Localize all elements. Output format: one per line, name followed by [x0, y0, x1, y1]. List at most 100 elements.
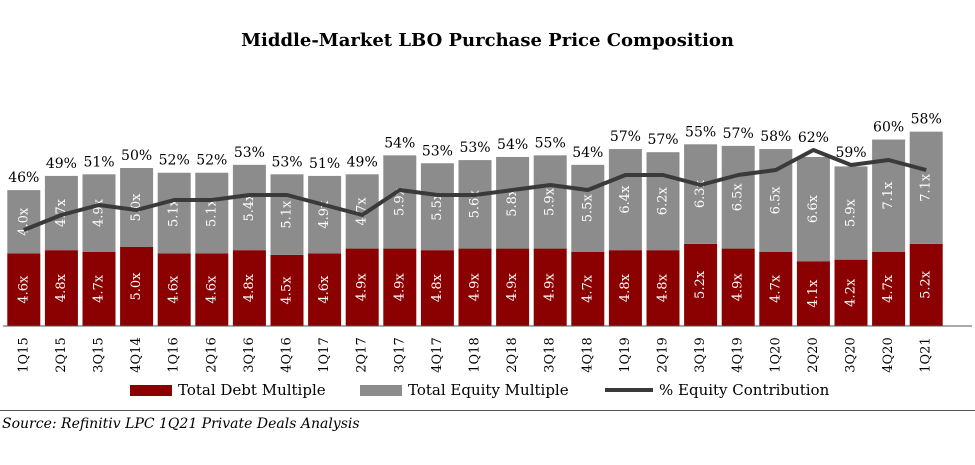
label-debt-2Q17: 4.9x: [355, 273, 370, 302]
label-equity-pct-4Q18: 54%: [572, 145, 603, 161]
bar-equity-1Q19: [608, 149, 642, 251]
label-debt-3Q15: 4.7x: [92, 274, 107, 303]
x-tick-1Q15: 1Q15: [16, 337, 31, 372]
equity-contribution-line: [23, 148, 927, 232]
x-tick-2Q17: 2Q17: [355, 337, 370, 372]
label-debt-3Q19: 5.2x: [693, 270, 708, 299]
bar-debt-1Q20: [759, 251, 793, 326]
label-debt-3Q18: 4.9x: [543, 273, 558, 302]
label-equity-pct-4Q20: 60%: [873, 120, 904, 136]
legend-swatch-debt: [130, 384, 172, 396]
bar-debt-4Q17: [420, 250, 454, 326]
bar-debt-2Q17: [345, 248, 379, 326]
x-tick-1Q17: 1Q17: [317, 337, 332, 372]
bar-equity-3Q19: [684, 144, 718, 244]
bar-debt-3Q19: [684, 243, 718, 326]
bar-equity-3Q15: [82, 174, 116, 252]
bar-debt-1Q15: [7, 253, 41, 326]
bar-debt-4Q14: [120, 247, 154, 326]
x-tick-3Q17: 3Q17: [392, 337, 407, 372]
label-equity-1Q15: 4.0x: [16, 207, 31, 236]
label-equity-pct-4Q17: 53%: [422, 143, 453, 159]
x-tick-1Q19: 1Q19: [618, 337, 633, 372]
label-equity-pct-2Q17: 49%: [347, 154, 378, 170]
x-tick-2Q16: 2Q16: [204, 337, 219, 372]
x-tick-1Q18: 1Q18: [468, 337, 483, 372]
x-tick-1Q20: 1Q20: [768, 337, 783, 372]
label-debt-4Q18: 4.7x: [580, 274, 595, 303]
bar-debt-1Q21: [909, 243, 943, 326]
label-debt-3Q20: 4.2x: [844, 278, 859, 307]
x-tick-3Q19: 3Q19: [693, 337, 708, 372]
bar-debt-2Q16: [195, 253, 229, 326]
legend-item-equity: Total Equity Multiple: [360, 381, 569, 399]
label-debt-3Q17: 4.9x: [392, 273, 407, 302]
label-equity-pct-1Q18: 53%: [459, 140, 490, 156]
bar-debt-2Q18: [496, 248, 530, 326]
x-tick-4Q19: 4Q19: [731, 337, 746, 372]
label-equity-pct-3Q20: 59%: [835, 145, 866, 161]
label-equity-2Q18: 5.8x: [505, 188, 520, 217]
label-equity-3Q18: 5.9x: [543, 187, 558, 216]
label-debt-4Q17: 4.8x: [430, 273, 445, 302]
x-tick-2Q15: 2Q15: [54, 337, 69, 372]
x-tick-4Q17: 4Q17: [430, 337, 445, 372]
label-equity-1Q16: 5.1x: [167, 198, 182, 227]
label-equity-4Q20: 7.1x: [881, 181, 896, 210]
legend-item-debt: Total Debt Multiple: [130, 381, 326, 399]
x-tick-2Q19: 2Q19: [656, 337, 671, 372]
bar-equity-1Q15: [7, 190, 41, 254]
label-debt-2Q16: 4.6x: [204, 275, 219, 304]
x-tick-2Q20: 2Q20: [806, 337, 821, 372]
bar-equity-1Q17: [308, 175, 342, 254]
label-debt-4Q16: 4.5x: [280, 276, 295, 305]
label-equity-2Q17: 4.7x: [355, 197, 370, 226]
x-tick-1Q21: 1Q21: [919, 337, 934, 372]
bar-debt-3Q18: [533, 248, 567, 326]
bar-debt-2Q15: [44, 250, 78, 326]
x-tick-3Q18: 3Q18: [543, 337, 558, 372]
bar-debt-1Q18: [458, 248, 492, 326]
bar-equity-4Q18: [571, 164, 605, 252]
label-equity-pct-1Q16: 52%: [159, 153, 190, 169]
label-equity-1Q20: 6.5x: [768, 186, 783, 215]
x-tick-4Q18: 4Q18: [580, 337, 595, 372]
label-equity-pct-2Q18: 54%: [497, 137, 528, 153]
bar-equity-1Q21: [909, 131, 943, 244]
x-tick-4Q20: 4Q20: [881, 337, 896, 372]
label-equity-pct-3Q17: 54%: [384, 135, 415, 151]
legend-swatch-equity-contribution: [605, 388, 653, 392]
label-equity-3Q16: 5.4x: [242, 193, 257, 222]
bar-equity-2Q18: [496, 156, 530, 249]
label-debt-1Q16: 4.6x: [167, 275, 182, 304]
label-debt-1Q18: 4.9x: [468, 273, 483, 302]
legend-item-equity-contribution: % Equity Contribution: [605, 381, 829, 399]
label-debt-1Q21: 5.2x: [919, 270, 934, 299]
bar-debt-1Q19: [608, 250, 642, 326]
label-equity-pct-4Q19: 57%: [723, 126, 754, 142]
x-tick-1Q16: 1Q16: [167, 337, 182, 372]
bar-equity-4Q16: [270, 174, 304, 255]
label-debt-2Q19: 4.8x: [656, 273, 671, 302]
label-debt-4Q19: 4.9x: [731, 273, 746, 302]
label-equity-pct-3Q16: 53%: [234, 145, 265, 161]
bar-debt-4Q16: [270, 254, 304, 326]
bar-equity-3Q17: [383, 155, 417, 249]
bar-equity-3Q20: [834, 166, 868, 260]
label-equity-pct-3Q18: 55%: [535, 135, 566, 151]
label-equity-4Q19: 6.5x: [731, 183, 746, 212]
label-equity-4Q17: 5.5x: [430, 192, 445, 221]
label-debt-1Q20: 4.7x: [768, 274, 783, 303]
bar-debt-2Q19: [646, 250, 680, 326]
bar-debt-1Q16: [157, 253, 191, 326]
label-equity-2Q20: 6.6x: [806, 194, 821, 223]
bar-equity-1Q18: [458, 160, 492, 249]
label-equity-pct-2Q15: 49%: [46, 156, 77, 172]
bar-debt-3Q15: [82, 251, 116, 326]
label-equity-pct-1Q20: 58%: [760, 129, 791, 145]
label-debt-1Q15: 4.6x: [16, 275, 31, 304]
bar-equity-2Q20: [796, 156, 830, 262]
label-debt-2Q15: 4.8x: [54, 273, 69, 302]
x-tick-4Q16: 4Q16: [280, 337, 295, 372]
